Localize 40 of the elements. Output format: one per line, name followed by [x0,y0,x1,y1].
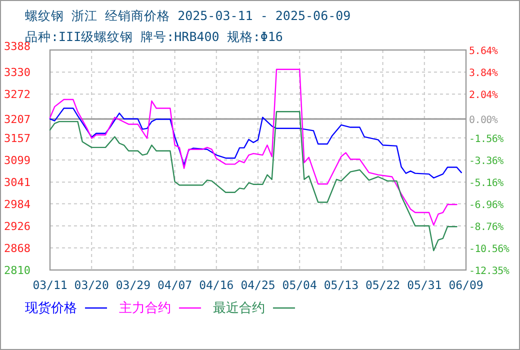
legend-label: 现货价格 [25,301,77,316]
y-tick-label: 2810 [4,264,30,277]
legend-label: 主力合约 [119,300,171,316]
chart-subtitle: 品种:III级螺纹钢 牌号:HRB400 规格:Φ16 [25,29,283,44]
x-tick-label: 03/20 [74,278,109,292]
x-tick-label: 05/13 [324,278,359,292]
y2-tick-label: -5.16% [469,178,504,190]
x-tick-label: 03/11 [32,278,68,292]
x-tick-label: 04/07 [157,278,192,292]
y2-tick-label: 3.84% [469,68,498,80]
y2-tick-label: -8.76% [469,222,504,234]
x-tick-label: 04/25 [240,278,276,292]
y2-tick-label: -6.96% [469,200,504,212]
y-tick-label: 3272 [4,88,30,102]
y2-tick-label: -12.35% [469,266,510,277]
line-series [49,68,458,226]
y-tick-label: 2984 [4,198,31,211]
y2-tick-label: 0.00% [469,114,498,126]
x-tick-label: 04/16 [199,278,234,292]
y-tick-label: 3041 [4,176,30,190]
x-tick-label: 03/29 [116,278,151,292]
y2-tick-label: -1.56% [469,134,504,146]
y-tick-label: 2926 [4,220,30,233]
x-tick-label: 05/31 [407,278,442,292]
line-series [49,108,462,178]
y-tick-label: 2868 [4,242,30,255]
x-tick-label: 06/09 [448,278,484,292]
chart-title: 螺纹钢 浙江 经销商价格 2025-03-11 - 2025-06-09 [25,8,351,23]
y2-tick-label: -3.36% [469,156,504,168]
y2-tick-label: -10.56% [469,244,510,256]
y2-tick-label: 5.64% [469,46,498,57]
legend-label: 最近合约 [213,301,265,316]
y-tick-label: 3330 [4,66,30,80]
y-tick-label: 3207 [4,112,30,126]
line-series [49,111,458,252]
x-tick-label: 05/22 [365,278,400,292]
y-tick-label: 3157 [4,132,30,145]
y-tick-label: 3099 [4,154,30,167]
y2-tick-label: 2.04% [469,90,498,102]
x-tick-label: 05/04 [282,278,317,292]
